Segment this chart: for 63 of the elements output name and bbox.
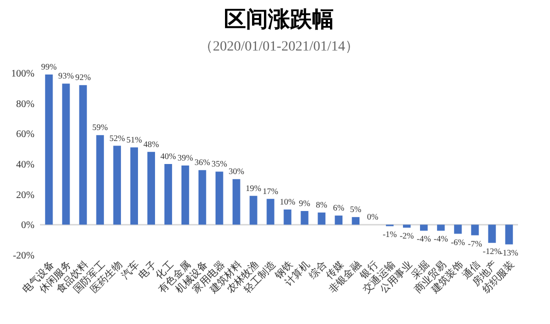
bar	[62, 84, 70, 225]
data-label: 35%	[212, 158, 228, 169]
data-label: 17%	[262, 186, 278, 196]
bar	[334, 216, 342, 225]
data-label: 48%	[143, 138, 159, 149]
bar	[79, 85, 87, 225]
data-label: -13%	[500, 247, 518, 258]
bar	[164, 164, 172, 225]
y-tick-label: 0%	[21, 220, 34, 232]
data-label: -1%	[382, 229, 397, 240]
data-label: 10%	[280, 196, 296, 206]
bar	[505, 224, 513, 244]
bar	[266, 198, 274, 225]
data-label: 30%	[228, 166, 244, 176]
data-label: -12%	[482, 246, 502, 256]
data-label: 52%	[109, 132, 125, 143]
bar	[402, 224, 411, 228]
chart-subtitle: （2020/01/01-2021/01/14）	[198, 40, 360, 55]
bar	[216, 172, 224, 225]
bar	[352, 217, 360, 225]
data-label: -4%	[434, 234, 448, 244]
bar	[437, 224, 445, 231]
data-label: -7%	[468, 238, 482, 248]
data-label: 99%	[41, 62, 57, 72]
data-label: 19%	[246, 182, 262, 193]
bar	[96, 135, 104, 225]
bar	[471, 224, 479, 236]
data-label: 0%	[367, 212, 378, 222]
data-label: 39%	[177, 152, 194, 163]
data-label: -4%	[416, 234, 431, 244]
bar	[250, 196, 258, 225]
data-label: 8%	[316, 200, 328, 210]
data-label: 9%	[298, 198, 310, 208]
data-label: 36%	[194, 157, 210, 168]
bar	[454, 224, 462, 234]
bar	[198, 170, 206, 225]
data-label: 6%	[332, 202, 344, 213]
bar	[130, 147, 138, 225]
bar	[147, 152, 156, 225]
data-label: 59%	[92, 122, 108, 132]
y-tick-label: 60%	[16, 129, 34, 140]
y-tick-label: 80%	[16, 98, 34, 110]
bar	[181, 166, 190, 225]
data-label: 40%	[160, 151, 176, 161]
bar	[420, 224, 428, 231]
y-tick-label: 40%	[16, 160, 34, 170]
y-tick-label: 100%	[11, 68, 34, 80]
bar	[45, 74, 53, 225]
y-tick-label: 20%	[16, 190, 34, 201]
data-label: 93%	[58, 70, 74, 81]
bar	[300, 211, 308, 225]
data-label: 5%	[350, 204, 362, 214]
bar	[232, 179, 240, 225]
bar	[488, 224, 496, 243]
y-tick-label: -20%	[12, 250, 34, 262]
bar	[284, 210, 292, 225]
bar	[113, 146, 121, 225]
chart-title: 区间涨跌幅	[224, 6, 334, 32]
data-label: -6%	[450, 236, 466, 247]
data-label: -2%	[400, 230, 414, 241]
data-label: 51%	[126, 134, 142, 144]
bar	[318, 212, 326, 225]
data-label: 92%	[75, 72, 91, 82]
